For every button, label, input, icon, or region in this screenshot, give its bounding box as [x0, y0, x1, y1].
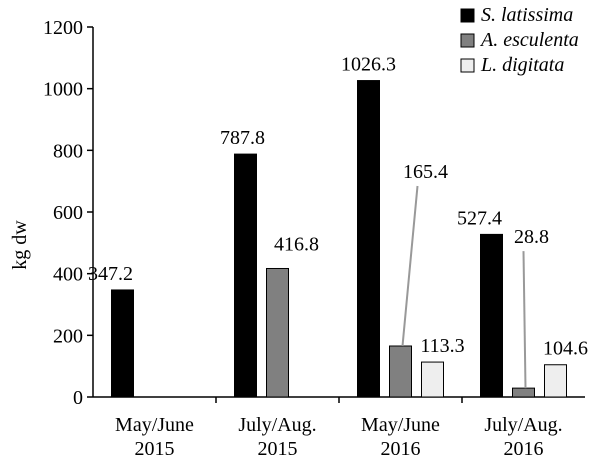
leader-line — [522, 251, 527, 389]
bars — [111, 80, 567, 398]
data-label: 1026.3 — [341, 54, 396, 76]
data-label: 165.4 — [403, 161, 448, 183]
x-category-label: May/June — [361, 414, 440, 436]
x-category-label: 2016 — [381, 438, 421, 460]
y-tick-label: 0 — [73, 387, 83, 409]
leader-lines — [401, 185, 527, 389]
data-label: 113.3 — [420, 335, 464, 357]
y-tick-label: 400 — [53, 264, 83, 286]
bar-l-digitata — [421, 361, 444, 398]
y-tick-label: 600 — [53, 202, 83, 224]
y-tick-label: 1200 — [43, 17, 83, 39]
legend-swatch — [460, 33, 475, 48]
bar-a-esculenta — [389, 345, 412, 398]
data-label: 527.4 — [457, 207, 502, 229]
bar-s-latissima — [480, 233, 503, 398]
leader-line — [401, 185, 419, 347]
bar-l-digitata — [544, 364, 567, 398]
bar-a-esculenta — [266, 267, 289, 398]
x-category-label: 2015 — [135, 438, 175, 460]
bar-a-esculenta — [512, 387, 535, 398]
data-label: 347.2 — [88, 263, 133, 285]
bar-s-latissima — [357, 80, 380, 398]
bar-s-latissima — [234, 153, 257, 398]
y-tick-label: 1000 — [43, 79, 83, 101]
data-label: 787.8 — [220, 127, 265, 149]
axes: 020040060080010001200May/June2015July/Au… — [43, 17, 585, 460]
x-category-label: May/June — [115, 414, 194, 436]
x-category-label: 2016 — [504, 438, 544, 460]
y-axis-title: kg dw — [9, 220, 31, 270]
y-tick-label: 800 — [53, 140, 83, 162]
legend-swatch — [460, 58, 475, 73]
legend-label: L. digitata — [480, 54, 564, 76]
data-label: 104.6 — [543, 338, 588, 360]
data-label: 28.8 — [514, 226, 549, 248]
y-tick-label: 200 — [53, 325, 83, 347]
x-category-label: July/Aug. — [484, 414, 562, 436]
legend: S. latissima A. esculenta L. digitata — [460, 4, 579, 76]
legend-label: A. esculenta — [479, 29, 579, 51]
legend-swatch — [460, 8, 475, 23]
data-label: 416.8 — [274, 233, 319, 255]
data-labels: 347.2 787.8 1026.3 527.4 416.8 165.4 28.8 113.3… — [88, 54, 588, 360]
legend-label: S. latissima — [481, 4, 573, 26]
x-category-label: July/Aug. — [238, 414, 316, 436]
bar-s-latissima — [111, 289, 134, 398]
x-category-label: 2015 — [258, 438, 298, 460]
